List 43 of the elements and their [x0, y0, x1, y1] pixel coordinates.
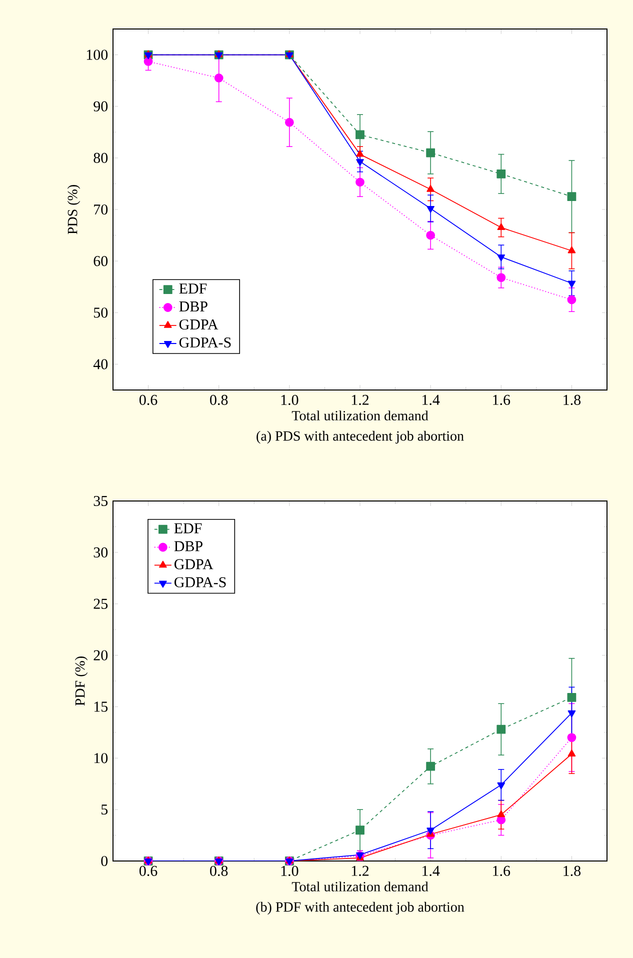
legend-label: GDPA-S [174, 577, 226, 588]
x-tick-label: 1.2 [352, 866, 369, 876]
text: (a) PDS with antecedent job abortion [256, 430, 464, 444]
y-tick-label: 15 [94, 702, 108, 712]
x-tick-label: 1.4 [422, 394, 440, 405]
x-tick-label: 1.2 [352, 394, 369, 406]
legend-label: DBP [179, 302, 208, 312]
x-tick-label: 1.0 [281, 394, 298, 406]
y-tick-label: 10 [94, 753, 108, 764]
y-tick-label: 80 [94, 152, 108, 163]
y-tick-label: 0 [101, 856, 108, 866]
legend-label: GDPA [174, 559, 214, 570]
y-tick-label: 100 [86, 50, 108, 60]
y-tick-label: 40 [93, 359, 108, 370]
y-tick-label: 90 [94, 101, 108, 112]
y-tick-label: 20 [94, 650, 108, 660]
y-axis-title: PDF (%) [74, 656, 88, 706]
x-tick-label: 1.4 [422, 866, 440, 876]
text: (b) PDF with antecedent job abortion [256, 902, 464, 915]
x-tick-label: 1.6 [493, 866, 510, 876]
y-axis-title: PDS (%) [67, 185, 80, 234]
x-tick-label: 1.8 [564, 866, 581, 876]
legend-label: GDPA [179, 319, 218, 330]
y-tick-label: 35 [94, 496, 108, 506]
y-tick-label: 50 [94, 308, 108, 318]
y-tick-label: 30 [94, 547, 108, 558]
y-tick-label: 25 [94, 598, 108, 609]
x-tick-label: 1.8 [564, 394, 581, 406]
legend-label: DBP [174, 541, 202, 552]
x-tick-label: 0.6 [139, 866, 158, 876]
y-tick-label: 5 [102, 804, 108, 815]
x-axis-title: Total utilization demand [292, 410, 428, 420]
y-tick-label: 60 [94, 256, 108, 266]
x-tick-label: 1.0 [281, 866, 298, 876]
x-axis-title: Total utilization demand [292, 882, 428, 892]
legend-label: EDF [179, 284, 207, 294]
x-tick-label: 0.8 [210, 866, 228, 876]
legend-label: EDF [174, 523, 202, 534]
legend-label: GDPA-S [179, 337, 231, 348]
x-tick-label: 0.6 [139, 394, 158, 406]
x-tick-label: 0.8 [210, 394, 228, 406]
y-tick-label: 70 [94, 204, 108, 215]
x-tick-label: 1.6 [493, 394, 510, 406]
